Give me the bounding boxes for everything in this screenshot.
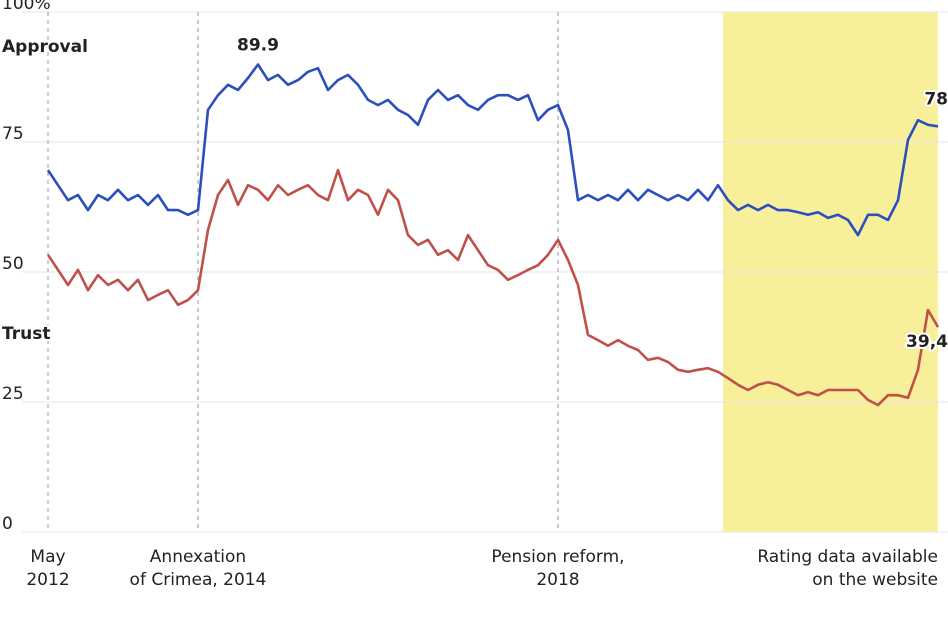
x-category-label: May 2012 xyxy=(26,547,70,590)
y-tick-label: 50 xyxy=(2,254,24,274)
value-label: 89.9 xyxy=(237,36,279,56)
y-tick-label: 75 xyxy=(2,124,24,144)
y-tick-label: 100% xyxy=(2,0,51,14)
series-line xyxy=(46,168,940,407)
highlight-label: Rating data available on the website xyxy=(757,547,938,590)
y-tick-label: 0 xyxy=(2,514,13,534)
series-label: Approval xyxy=(2,37,88,57)
value-label: 78 xyxy=(924,89,948,109)
x-category-label: Pension reform, 2018 xyxy=(491,547,625,590)
y-tick-label: 25 xyxy=(2,384,24,404)
series-line xyxy=(46,63,939,237)
x-category-label: Annexation of Crimea, 2014 xyxy=(129,547,267,590)
value-label: 39,4 xyxy=(906,332,948,352)
series-label: Trust xyxy=(2,324,50,344)
